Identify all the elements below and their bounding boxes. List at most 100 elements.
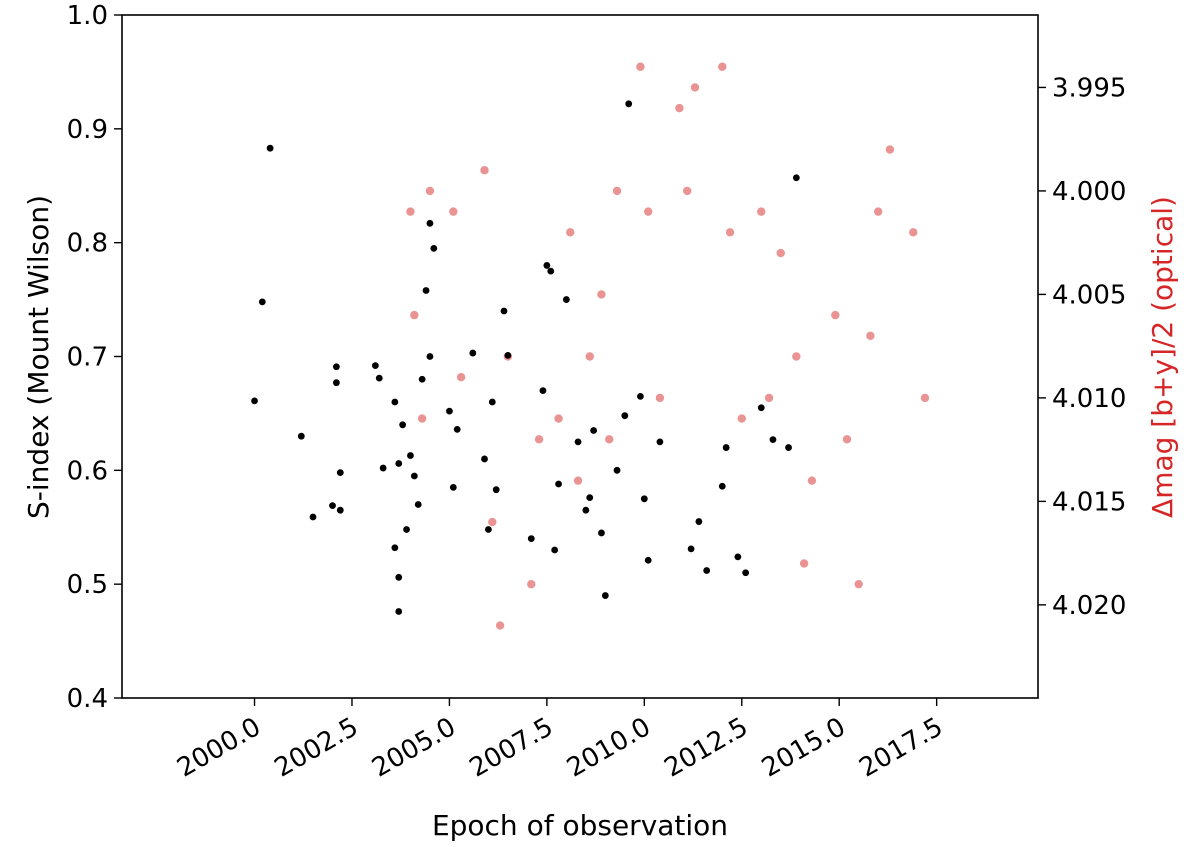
x-tick-label: 2005.0 (367, 712, 461, 783)
y-right-tick-label: 3.995 (1052, 73, 1126, 103)
optical-point (495, 621, 505, 630)
optical-point (425, 186, 435, 196)
y-left-tick-label: 0.6 (67, 456, 108, 486)
optical-point (449, 207, 458, 216)
optical-point (885, 145, 895, 154)
optical-point (909, 228, 918, 237)
s-index-point (332, 363, 340, 371)
optical-point (831, 310, 840, 320)
optical-point (764, 393, 774, 403)
s-index-point (543, 262, 551, 269)
s-index-point (488, 398, 496, 406)
optical-point (920, 393, 930, 403)
s-index-point (492, 486, 500, 494)
s-index-point (418, 375, 426, 383)
optical-point (866, 331, 875, 341)
x-tick-label: 2000.0 (172, 712, 266, 783)
optical-points-layer (406, 62, 930, 630)
s-index-point (395, 608, 403, 615)
s-index-point (742, 569, 750, 577)
y-left-tick-label: 0.5 (67, 570, 108, 600)
optical-point (842, 435, 852, 444)
y-right-tick-label: 4.020 (1052, 591, 1126, 621)
optical-point (597, 290, 606, 299)
y-left-tick-label: 0.7 (67, 343, 108, 373)
optical-point (873, 207, 883, 216)
s-index-point (426, 219, 434, 227)
optical-point (682, 186, 692, 196)
s-index-point (582, 506, 590, 514)
optical-point (725, 228, 735, 237)
x-tick-label: 2015.0 (757, 712, 851, 783)
s-index-point (336, 469, 344, 477)
optical-point (757, 207, 766, 216)
optical-point (737, 414, 746, 423)
y-axis-left: 0.4 0.5 0.6 0.7 0.8 0.9 1.0 (67, 1, 122, 714)
s-index-point (637, 392, 644, 400)
s-index-point (449, 484, 457, 491)
s-index-point (769, 436, 777, 443)
optical-point (585, 352, 594, 361)
y-axis-right-title: Δmag [b+y]/2 (optical) (1146, 196, 1179, 518)
s-index-point (395, 573, 403, 581)
optical-point (675, 103, 684, 113)
s-index-point (722, 444, 730, 451)
optical-point (527, 579, 536, 589)
s-index-point (395, 460, 403, 467)
optical-point (573, 476, 583, 485)
y-right-tick-label: 4.015 (1052, 487, 1126, 517)
y-right-tick-label: 4.010 (1052, 384, 1126, 414)
optical-point (456, 372, 466, 382)
s-index-point (555, 480, 562, 488)
s-index-point (644, 556, 652, 564)
s-index-point (481, 455, 488, 463)
y-left-tick-label: 0.8 (67, 229, 108, 259)
s-index-point (391, 398, 399, 406)
s-index-point (656, 438, 664, 446)
s-index-point (371, 362, 379, 370)
s-index-point (391, 544, 399, 552)
s-index-point (613, 466, 621, 474)
s-index-point (375, 374, 383, 382)
x-tick-label: 2010.0 (562, 712, 656, 783)
y-left-tick-label: 0.4 (67, 684, 108, 714)
optical-point (807, 476, 817, 485)
optical-point (776, 248, 785, 258)
s-index-point (309, 513, 317, 521)
optical-point (417, 414, 427, 423)
s-index-point (792, 174, 800, 182)
s-index-point (574, 438, 582, 446)
s-index-point (426, 353, 434, 360)
s-index-point (251, 397, 258, 405)
s-index-point (469, 349, 477, 357)
s-index-point (695, 518, 703, 525)
s-index-point (414, 501, 422, 508)
s-index-point (551, 546, 559, 554)
optical-point (799, 559, 809, 568)
s-index-point (621, 412, 629, 420)
s-index-point (422, 287, 430, 294)
optical-point (690, 83, 700, 92)
s-index-point (590, 427, 598, 434)
s-index-point (785, 444, 792, 451)
s-index-point (547, 267, 555, 275)
x-axis: 2000.0 2002.5 2005.0 2007.5 2010.0 2012.5 2015… (172, 698, 948, 784)
s-index-point (640, 495, 648, 503)
s-index-point (703, 567, 711, 574)
s-index-point (446, 407, 453, 415)
optical-point (612, 186, 622, 196)
x-tick-label: 2007.5 (465, 712, 559, 783)
s-index-point (453, 425, 461, 433)
optical-point (636, 62, 645, 71)
optical-point (655, 393, 665, 403)
s-index-point (485, 526, 492, 533)
optical-point (792, 352, 801, 361)
s-index-point (266, 144, 274, 152)
s-index-point (379, 464, 387, 472)
s-index-point (757, 404, 765, 412)
s-index-point (562, 296, 570, 303)
y-left-tick-label: 0.9 (67, 115, 108, 145)
s-index-point (403, 526, 410, 533)
s-index-point (336, 506, 344, 514)
